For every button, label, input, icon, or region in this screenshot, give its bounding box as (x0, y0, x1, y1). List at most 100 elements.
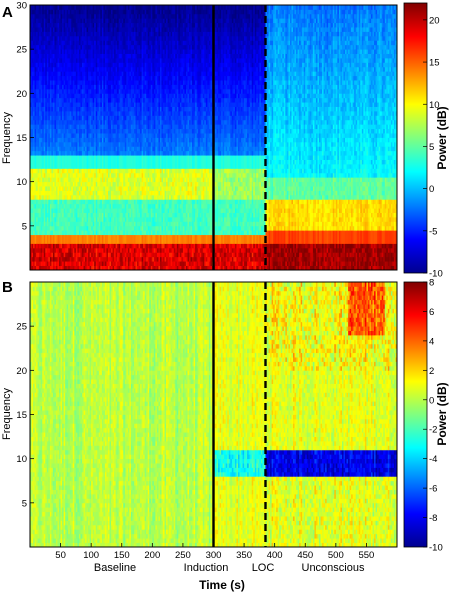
heatmap-cell (49, 44, 52, 50)
heatmap-cell (30, 164, 32, 169)
heatmap-cell (66, 146, 69, 152)
heatmap-cell (42, 35, 45, 41)
heatmap-cell (40, 97, 43, 103)
heatmap-cell (42, 199, 45, 205)
heatmap-cell (46, 137, 49, 143)
heatmap-cell (60, 80, 63, 85)
heatmap-cell (43, 186, 46, 191)
heatmap-cell (59, 58, 61, 63)
heatmap-cell (78, 22, 81, 28)
heatmap-cell (78, 252, 81, 258)
heatmap-cell (59, 119, 61, 125)
heatmap-cell (63, 31, 66, 37)
heatmap-cell (37, 212, 40, 218)
heatmap-cell (74, 80, 77, 85)
heatmap-cell (63, 128, 66, 134)
heatmap-cell (59, 190, 61, 196)
heatmap-cell (77, 168, 80, 174)
heatmap-cell (34, 128, 37, 134)
heatmap-cell (46, 71, 49, 77)
heatmap-cell (68, 164, 71, 169)
heatmap-cell (80, 71, 83, 77)
heatmap-cell (33, 66, 35, 72)
heatmap-cell (33, 212, 35, 218)
heatmap-cell (68, 177, 71, 183)
heatmap-cell (71, 66, 74, 72)
heatmap-cell (83, 159, 86, 165)
heatmap-cell (52, 208, 55, 213)
heatmap-cell (63, 159, 66, 165)
heatmap-cell (59, 208, 61, 213)
heatmap-cell (48, 168, 51, 174)
heatmap-cell (77, 27, 80, 32)
heatmap-cell (80, 9, 83, 15)
heatmap-cell (30, 27, 32, 32)
heatmap-cell (43, 31, 46, 37)
heatmap-cell (36, 230, 39, 236)
heatmap-cell (56, 141, 58, 147)
heatmap-cell (45, 80, 48, 85)
heatmap-cell (59, 9, 61, 15)
heatmap-cell (48, 177, 51, 183)
heatmap-cell (51, 212, 54, 218)
heatmap-cell (83, 256, 86, 262)
heatmap-cell (34, 31, 37, 37)
heatmap-cell (56, 97, 58, 103)
heatmap-cell (39, 172, 42, 178)
heatmap-cell (85, 97, 87, 103)
heatmap-cell (85, 177, 87, 183)
heatmap-cell (68, 75, 71, 81)
heatmap-cell (80, 13, 83, 19)
heatmap-cell (31, 97, 34, 103)
heatmap-cell (45, 71, 48, 77)
heatmap-cell (45, 27, 48, 32)
heatmap-cell (71, 13, 74, 19)
heatmap-cell (34, 111, 37, 116)
heatmap-cell (75, 252, 78, 258)
heatmap-cell (80, 93, 83, 99)
heatmap-cell (30, 88, 32, 94)
heatmap-cell (31, 9, 34, 15)
heatmap-cell (45, 261, 48, 266)
heatmap-cell (46, 102, 49, 107)
heatmap-cell (77, 106, 80, 112)
heatmap-cell (66, 84, 69, 90)
heatmap-cell (42, 31, 45, 37)
heatmap-cell (31, 159, 34, 165)
heatmap-cell (83, 62, 86, 68)
heatmap-cell (66, 88, 69, 94)
heatmap-cell (36, 44, 39, 50)
heatmap-cell (57, 84, 60, 90)
heatmap-cell (42, 234, 45, 240)
heatmap-cell (72, 58, 75, 63)
heatmap-cell (54, 111, 57, 116)
heatmap-cell (71, 256, 74, 262)
heatmap-cell (62, 66, 65, 72)
heatmap-cell (69, 13, 72, 19)
heatmap-cell (75, 133, 78, 138)
heatmap-cell (62, 199, 65, 205)
heatmap-cell (48, 88, 51, 94)
heatmap-cell (51, 106, 54, 112)
heatmap-cell (45, 217, 48, 222)
heatmap-cell (80, 75, 83, 81)
heatmap-cell (37, 164, 40, 169)
heatmap-cell (83, 31, 86, 37)
heatmap-cell (69, 159, 72, 165)
heatmap-cell (37, 80, 40, 85)
heatmap-cell (83, 230, 86, 236)
heatmap-cell (37, 172, 40, 178)
heatmap-cell (66, 225, 69, 231)
heatmap-cell (51, 62, 54, 68)
heatmap-cell (75, 155, 78, 160)
heatmap-cell (39, 31, 42, 37)
heatmap-cell (57, 18, 60, 24)
heatmap-cell (74, 230, 77, 236)
heatmap-cell (74, 265, 77, 270)
heatmap-cell (43, 190, 46, 196)
heatmap-cell (34, 217, 37, 222)
heatmap-cell (42, 252, 45, 258)
heatmap-cell (39, 256, 42, 262)
heatmap-cell (85, 124, 87, 130)
heatmap-cell (42, 18, 45, 24)
